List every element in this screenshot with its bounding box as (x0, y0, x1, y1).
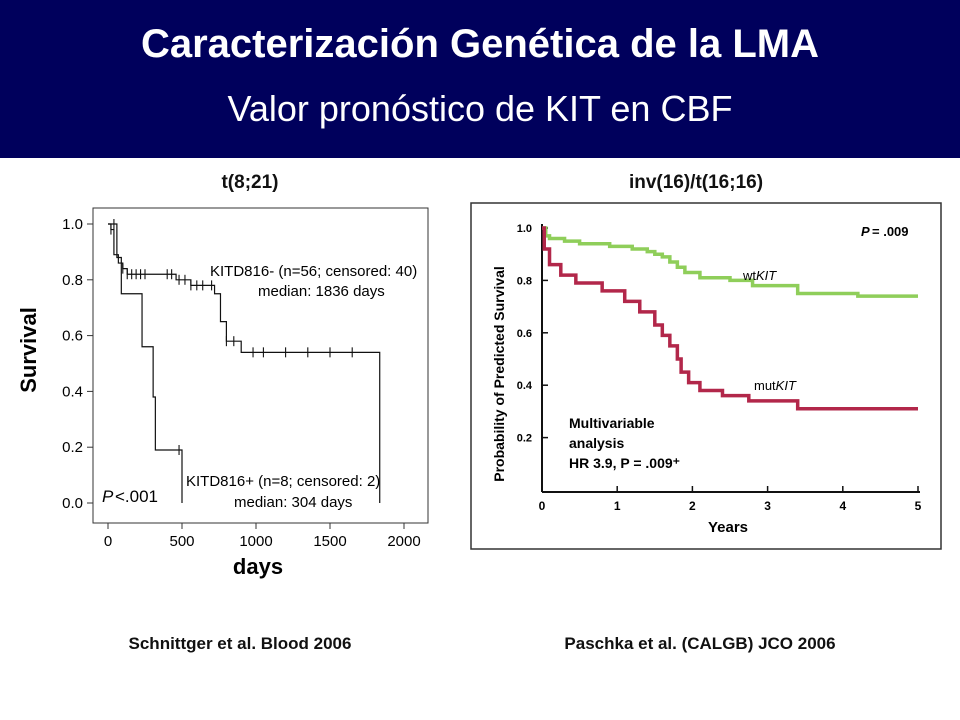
right-y-tick-label: 0.8 (517, 275, 532, 287)
right-x-tick-label: 5 (915, 499, 922, 513)
left-series2-label: KITD816+ (n=8; censored: 2) (186, 473, 380, 490)
left-x-tick-label: 1500 (313, 533, 346, 550)
left-survival-chart: 0 500 1000 1500 2000 0.0 0.2 0.4 0.6 0.8 1.0 Survi… (16, 207, 429, 579)
right-x-tick-label: 4 (839, 499, 846, 513)
left-y-tick-label: 0.6 (62, 328, 83, 345)
left-axes: 0 500 1000 1500 2000 0.0 0.2 0.4 0.6 0.8 1.0 (62, 216, 421, 550)
left-series2-median: median: 304 days (234, 494, 352, 511)
annotation-line-1: Multivariable (569, 415, 655, 431)
left-citation: Schnittger et al. Blood 2006 (128, 634, 352, 653)
left-x-tick-label: 1000 (239, 533, 272, 550)
right-x-tick-label: 1 (614, 499, 621, 513)
right-series-line-wtKIT (542, 226, 918, 298)
left-y-tick-label: 1.0 (62, 216, 83, 233)
annotation-line-3: HR 3.9, P = .009⁺ (569, 455, 680, 471)
right-series1-prefix: wt (742, 268, 756, 283)
right-p-label: P (861, 224, 870, 239)
right-series2-gene: KIT (776, 378, 797, 393)
annotation-line-2: analysis (569, 435, 624, 451)
right-p-value: = .009 (872, 224, 909, 239)
right-series1-label: wtKIT (742, 268, 777, 283)
left-y-tick-label: 0.2 (62, 439, 83, 456)
right-x-axis-label: Years (708, 519, 748, 536)
right-x-tick-label: 0 (539, 499, 546, 513)
left-series-line-1 (108, 223, 381, 503)
right-panel-title: inv(16)/t(16;16) (628, 172, 764, 193)
left-x-tick-label: 500 (169, 533, 194, 550)
left-series-line-2 (108, 223, 183, 503)
right-y-tick-label: 0.2 (517, 433, 532, 445)
left-x-tick-label: 0 (104, 533, 112, 550)
left-x-axis-label: days (233, 554, 283, 579)
right-series-line-mutKIT (542, 226, 918, 411)
right-y-tick-label: 1.0 (517, 223, 532, 235)
right-survival-chart: 0 1 2 3 4 5 0.2 0.4 0.6 0.8 1.0 Probability of Pre… (470, 202, 942, 550)
right-series1-gene: KIT (756, 268, 777, 283)
right-x-tick-label: 3 (764, 499, 771, 513)
left-series1-label: KITD816- (n=56; censored: 40) (210, 263, 417, 280)
left-x-tick-label: 2000 (387, 533, 420, 550)
slide-subtitle: Valor pronóstico de KIT en CBF (227, 88, 733, 129)
slide-title: Caracterización Genética de la LMA (140, 22, 819, 66)
right-x-tick-label: 2 (689, 499, 696, 513)
left-series1-median: median: 1836 days (258, 283, 385, 300)
right-y-axis-label: Probability of Predicted Survival (491, 266, 507, 482)
left-p-value: <.001 (115, 487, 158, 506)
slide-header: Caracterización Genética de la LMA Valor… (0, 0, 960, 158)
right-citation: Paschka et al. (CALGB) JCO 2006 (564, 634, 836, 653)
left-y-axis-label: Survival (16, 307, 41, 393)
right-series-group (542, 226, 918, 411)
left-y-tick-label: 0.0 (62, 495, 83, 512)
left-y-tick-label: 0.8 (62, 272, 83, 289)
left-series-group (108, 219, 381, 503)
right-axes: 0 1 2 3 4 5 0.2 0.4 0.6 0.8 1.0 (517, 223, 922, 513)
left-plot-frame (92, 207, 429, 524)
left-y-tick-label: 0.4 (62, 383, 83, 400)
right-y-tick-label: 0.4 (517, 380, 533, 392)
right-y-tick-label: 0.6 (517, 328, 532, 340)
left-panel-title: t(8;21) (221, 172, 279, 193)
right-series2-prefix: mut (754, 378, 776, 393)
left-p-label: P (102, 487, 114, 506)
right-series2-label: mutKIT (754, 378, 797, 393)
